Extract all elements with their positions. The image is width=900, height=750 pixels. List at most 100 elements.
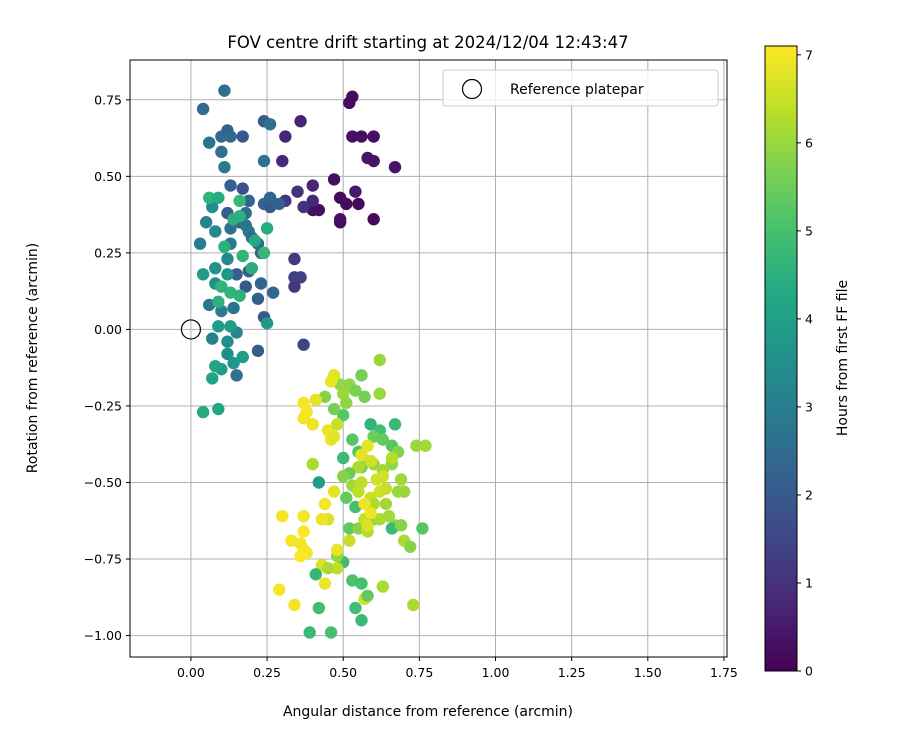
data-point: [263, 118, 277, 131]
data-point: [227, 301, 240, 315]
y-tick-label: −0.50: [84, 475, 122, 490]
data-point: [233, 289, 246, 302]
data-point: [373, 353, 386, 367]
x-axis-ticks: 0.00 0.25 0.50 0.75 1.00 1.25 1.50 1.75: [177, 657, 738, 680]
data-point: [257, 154, 271, 168]
data-point: [224, 130, 237, 143]
data-point: [352, 197, 365, 211]
data-point: [388, 160, 402, 174]
data-point: [273, 583, 286, 596]
data-point: [388, 418, 402, 431]
data-point: [221, 252, 234, 266]
data-point: [343, 96, 356, 110]
data-point: [330, 418, 344, 431]
data-point: [355, 614, 368, 627]
data-point: [367, 130, 380, 143]
data-point: [379, 482, 393, 495]
data-point: [227, 356, 240, 370]
y-tick-label: −1.00: [84, 628, 122, 643]
data-point: [196, 405, 210, 419]
colorbar-label: Hours from first FF file: [835, 280, 851, 436]
data-point: [376, 470, 390, 483]
colorbar-gradient: [764, 45, 798, 672]
data-point: [215, 280, 228, 293]
colorbar-tick-label: 2: [805, 487, 813, 502]
data-point: [306, 194, 319, 208]
data-point: [337, 408, 350, 422]
data-point: [236, 249, 249, 263]
data-point: [407, 598, 420, 612]
data-point: [382, 509, 396, 523]
data-point: [279, 130, 292, 143]
colorbar-tick-label: 0: [805, 664, 813, 679]
data-point: [206, 372, 219, 385]
data-point: [251, 344, 265, 358]
data-point: [196, 102, 210, 116]
data-point: [346, 433, 359, 446]
data-point: [324, 626, 338, 639]
plot-frame: [129, 59, 728, 658]
data-point: [361, 519, 374, 532]
data-point: [230, 268, 243, 281]
data-point: [355, 369, 368, 382]
data-point: [355, 130, 368, 143]
data-point: [248, 234, 262, 247]
data-point: [218, 84, 231, 97]
data-point: [318, 577, 332, 590]
data-point: [340, 491, 353, 504]
data-point: [202, 191, 216, 204]
data-point: [349, 601, 362, 615]
colorbar: 0 1 2 3 4 5 6 7 Hours from first FF file: [764, 45, 851, 679]
data-point: [254, 277, 268, 290]
data-point: [276, 154, 289, 168]
legend-box: [442, 69, 719, 107]
data-point: [218, 240, 231, 253]
data-point: [349, 185, 362, 198]
data-point: [297, 412, 310, 425]
data-point: [297, 525, 310, 538]
data-point: [291, 185, 304, 198]
data-point: [419, 439, 432, 452]
x-tick-label: 0.00: [177, 665, 205, 680]
data-point: [404, 540, 417, 553]
data-point: [221, 268, 234, 281]
data-point: [315, 513, 329, 526]
data-point: [364, 506, 377, 520]
y-tick-label: −0.25: [84, 398, 122, 413]
data-point: [260, 317, 274, 330]
data-point: [373, 387, 386, 400]
data-point: [358, 497, 371, 511]
data-point: [312, 601, 326, 615]
colorbar-tick-label: 4: [805, 311, 813, 326]
data-point: [337, 451, 350, 465]
data-point: [376, 433, 390, 446]
data-point: [303, 626, 316, 639]
data-point: [297, 338, 310, 351]
data-point: [202, 136, 216, 149]
legend-marker-icon: [461, 78, 483, 100]
data-point: [212, 320, 225, 333]
colorbar-tick-label: 3: [805, 399, 813, 414]
data-point: [394, 519, 408, 532]
data-point: [327, 402, 341, 416]
data-point: [236, 130, 249, 143]
data-point: [410, 439, 423, 452]
data-point: [367, 213, 380, 226]
data-point: [251, 292, 265, 305]
data-point: [212, 191, 225, 204]
y-tick-label: 0.25: [94, 245, 122, 260]
data-point: [263, 191, 277, 204]
legend: Reference platepar: [442, 69, 719, 107]
data-point: [358, 390, 371, 403]
colorbar-tick-label: 1: [805, 575, 813, 590]
data-point: [340, 396, 353, 410]
data-point: [206, 332, 219, 345]
colorbar-tick-label: 6: [805, 135, 813, 150]
data-point: [327, 173, 341, 186]
reference-marker: [180, 319, 202, 340]
data-point: [352, 460, 365, 474]
data-point: [233, 209, 246, 223]
data-point: [355, 476, 368, 489]
data-point: [221, 347, 234, 361]
data-point: [224, 179, 237, 192]
